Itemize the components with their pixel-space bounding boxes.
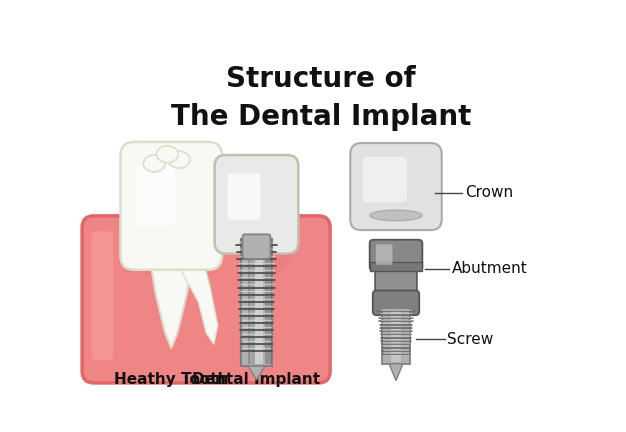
Text: Abutment: Abutment: [452, 261, 528, 276]
Ellipse shape: [168, 151, 190, 168]
FancyBboxPatch shape: [136, 167, 175, 227]
Text: Structure of: Structure of: [226, 65, 416, 93]
Bar: [241, 239, 272, 366]
FancyBboxPatch shape: [351, 143, 442, 230]
FancyBboxPatch shape: [242, 234, 270, 259]
Text: The Dental Implant: The Dental Implant: [171, 103, 471, 131]
Polygon shape: [389, 364, 403, 381]
Polygon shape: [148, 248, 195, 348]
Text: Dental Implant: Dental Implant: [192, 372, 321, 387]
FancyBboxPatch shape: [369, 240, 423, 270]
FancyBboxPatch shape: [376, 245, 393, 265]
FancyBboxPatch shape: [91, 231, 113, 360]
FancyBboxPatch shape: [82, 216, 330, 383]
Polygon shape: [248, 366, 265, 380]
Bar: [391, 310, 401, 362]
Bar: [265, 241, 272, 365]
Text: Heathy Tooth: Heathy Tooth: [114, 372, 228, 387]
FancyBboxPatch shape: [215, 155, 299, 254]
Bar: [382, 308, 410, 364]
Text: Screw: Screw: [447, 331, 493, 346]
Ellipse shape: [143, 155, 165, 172]
Ellipse shape: [156, 146, 178, 163]
FancyBboxPatch shape: [120, 142, 222, 270]
FancyBboxPatch shape: [362, 157, 407, 202]
Bar: [248, 241, 255, 365]
Ellipse shape: [370, 210, 422, 221]
Polygon shape: [175, 256, 218, 344]
Bar: [369, 262, 423, 271]
Bar: [250, 241, 263, 365]
FancyBboxPatch shape: [372, 291, 419, 315]
Ellipse shape: [133, 233, 218, 279]
Ellipse shape: [237, 237, 291, 275]
FancyBboxPatch shape: [375, 268, 417, 299]
FancyBboxPatch shape: [228, 174, 260, 220]
Text: Crown: Crown: [465, 185, 513, 200]
